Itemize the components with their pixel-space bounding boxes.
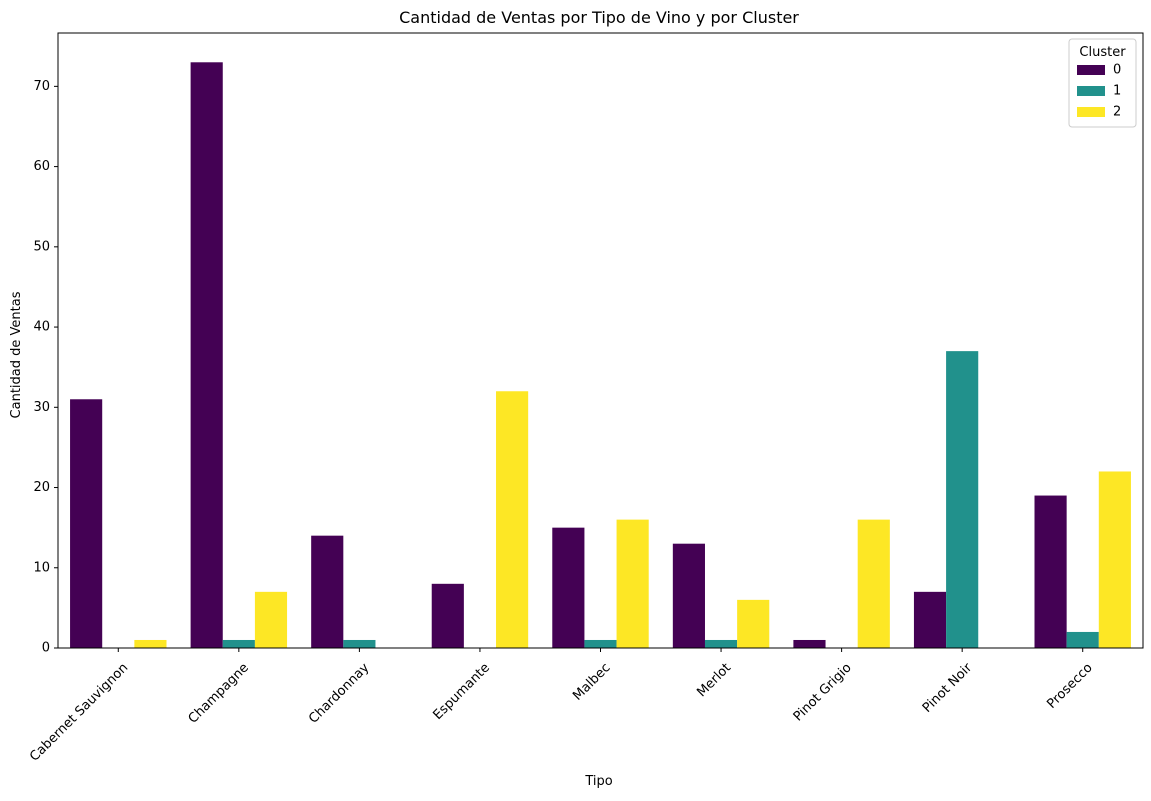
- bar-malbec-cluster-0: [552, 527, 585, 648]
- y-tick-label: 40: [33, 320, 50, 335]
- y-tick-label: 20: [33, 480, 50, 495]
- bar-champagne-cluster-1: [222, 639, 255, 648]
- legend-swatch-cluster-1: [1077, 86, 1105, 96]
- y-tick-label: 10: [33, 560, 50, 575]
- bars-layer: [70, 62, 1131, 649]
- legend-label-cluster-1: 1: [1113, 84, 1121, 99]
- bar-prosecco-cluster-2: [1098, 471, 1131, 648]
- bar-cabernet-sauvignon-cluster-0: [70, 399, 103, 648]
- x-tick-label: Espumante: [430, 660, 493, 723]
- x-tick-label: Chardonnay: [306, 660, 373, 727]
- bar-pinot-noir-cluster-1: [946, 351, 979, 648]
- x-tick-label: Cabernet Sauvignon: [27, 660, 131, 764]
- legend-box: [1068, 38, 1137, 128]
- legend-label-cluster-0: 0: [1113, 63, 1121, 78]
- x-tick-label: Merlot: [694, 660, 734, 700]
- bar-pinot-grigio-cluster-0: [793, 639, 826, 648]
- x-tick-label: Prosecco: [1044, 660, 1095, 711]
- bar-merlot-cluster-0: [672, 543, 705, 648]
- y-axis-label: Cantidad de Ventas: [9, 291, 24, 418]
- bar-merlot-cluster-1: [704, 639, 738, 648]
- y-tick-label: 0: [42, 641, 50, 656]
- legend-title: Cluster: [1079, 45, 1126, 60]
- x-tick-label: Champagne: [186, 660, 252, 726]
- bar-champagne-cluster-0: [190, 62, 223, 649]
- bar-cabernet-sauvignon-cluster-2: [134, 639, 167, 648]
- bar-chardonnay-cluster-1: [343, 639, 376, 648]
- bar-espumante-cluster-2: [496, 391, 529, 648]
- legend-label-cluster-2: 2: [1113, 105, 1121, 120]
- x-tick-label: Malbec: [570, 660, 613, 703]
- y-tick-label: 70: [33, 79, 50, 94]
- chart-title: Cantidad de Ventas por Tipo de Vino y po…: [399, 8, 799, 27]
- x-tick-label: Pinot Noir: [920, 660, 976, 716]
- x-axis-label: Tipo: [584, 774, 612, 789]
- bar-champagne-cluster-2: [254, 591, 288, 648]
- bar-pinot-grigio-cluster-2: [857, 519, 890, 648]
- bar-merlot-cluster-2: [737, 599, 770, 648]
- ticks-layer: Cabernet Sauvignon Champagne Chardonnay Esp…: [27, 79, 1096, 765]
- legend-swatch-cluster-2: [1077, 107, 1105, 117]
- legend-swatch-cluster-0: [1077, 65, 1105, 75]
- legend: Cluster 0 1 2: [1068, 38, 1137, 128]
- y-tick-label: 60: [33, 159, 50, 174]
- bar-prosecco-cluster-1: [1066, 631, 1099, 648]
- y-tick-label: 30: [33, 400, 50, 415]
- bar-malbec-cluster-1: [584, 639, 617, 648]
- bar-malbec-cluster-2: [616, 519, 649, 648]
- bar-chardonnay-cluster-0: [311, 535, 344, 648]
- bar-prosecco-cluster-0: [1034, 495, 1067, 648]
- plot-frame: [57, 32, 1144, 649]
- x-tick-label: Pinot Grigio: [791, 660, 855, 724]
- y-tick-label: 50: [33, 239, 50, 254]
- bar-espumante-cluster-0: [431, 583, 464, 648]
- bar-pinot-noir-cluster-0: [913, 591, 947, 648]
